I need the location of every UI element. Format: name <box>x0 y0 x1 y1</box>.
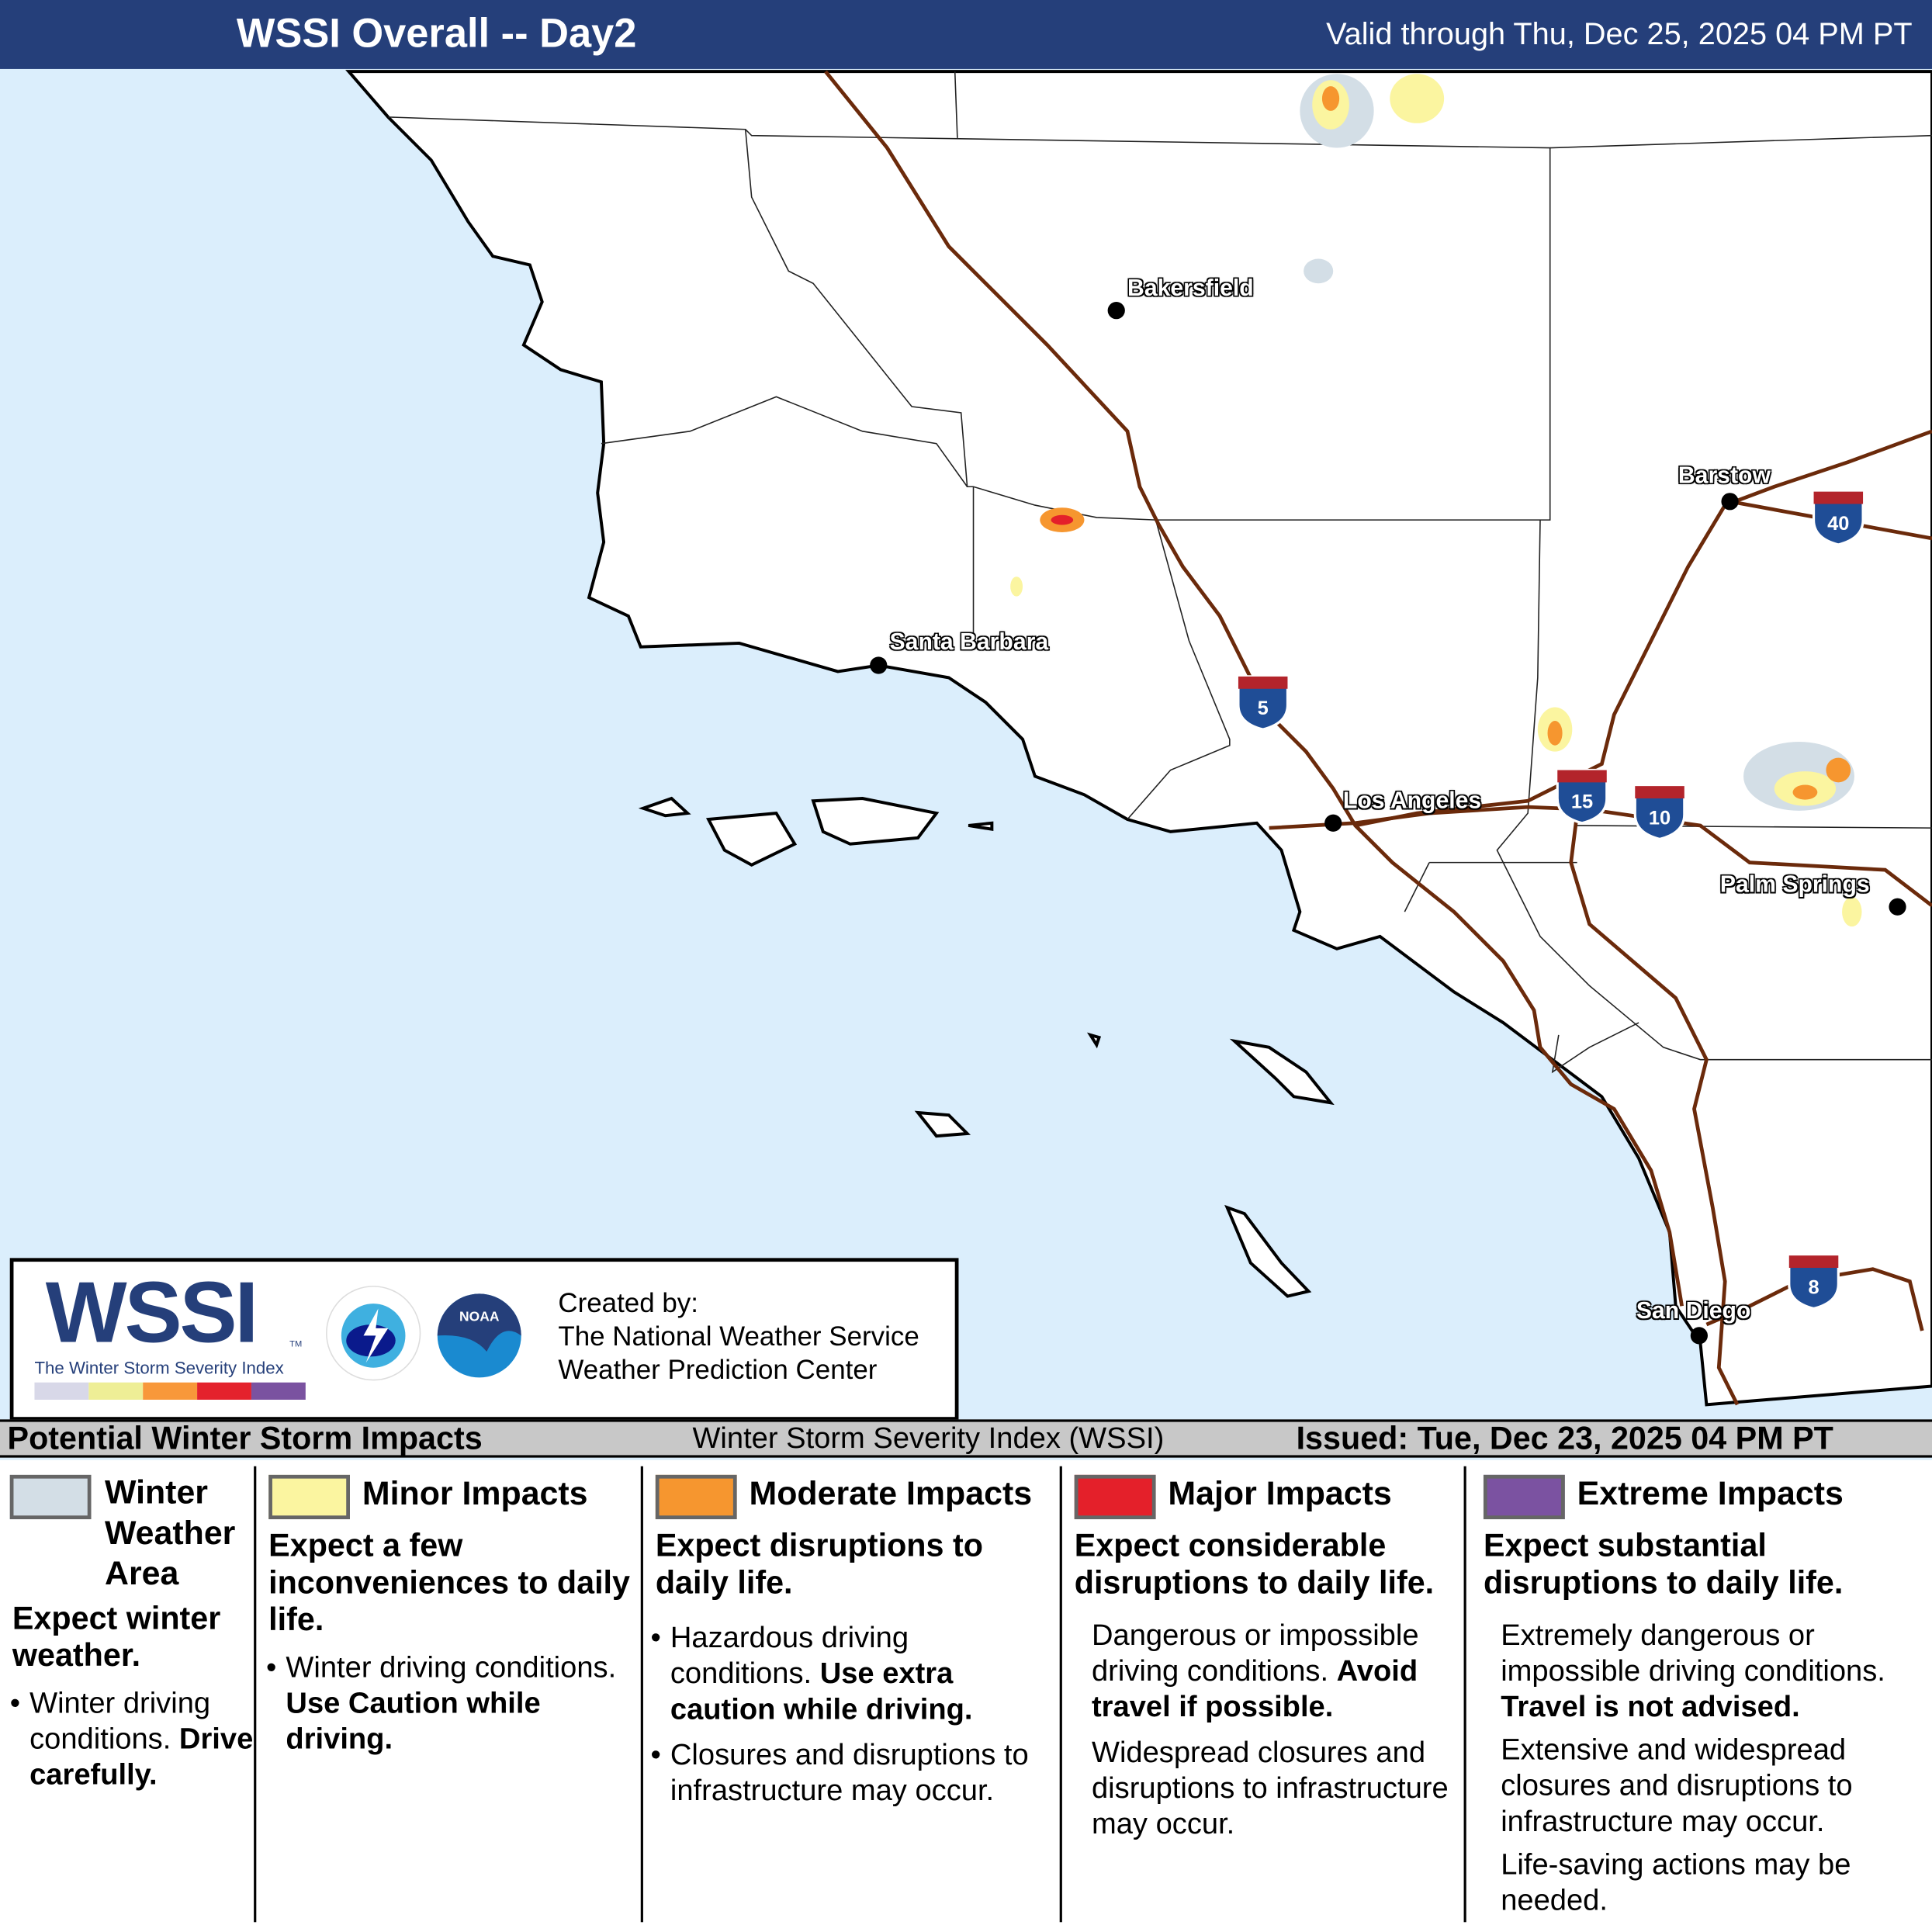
category-advice: Avoid travel if possible. <box>1091 1654 1418 1724</box>
shield-5: 5 <box>1258 698 1269 719</box>
shield-15: 15 <box>1571 791 1593 813</box>
category-detail: Extensive and widespread closures and di… <box>1501 1733 1853 1839</box>
impact-areas <box>1010 74 1862 927</box>
category-advice: Drive carefully. <box>29 1723 254 1792</box>
category-name: Extreme Impacts <box>1577 1474 1844 1512</box>
index-name: Winter Storm Severity Index (WSSI) <box>692 1421 1165 1456</box>
city-label: Bakersfield <box>1127 275 1254 303</box>
category-name: Minor Impacts <box>362 1474 588 1512</box>
credits-box: WSSI TM The Winter Storm Severity Index … <box>9 1258 959 1421</box>
wssi-subtitle: The Winter Storm Severity Index <box>34 1357 284 1378</box>
header-bar: WSSI Overall -- Day2 Valid through Thu, … <box>0 0 1932 69</box>
category-name: Moderate Impacts <box>749 1474 1033 1512</box>
legend-minor: Minor Impacts Expect a few inconvenience… <box>266 1470 639 1757</box>
category-summary: Expect winter weather. <box>12 1599 221 1674</box>
city-label: Barstow <box>1678 463 1771 490</box>
valid-time: Valid through Thu, Dec 25, 2025 04 PM PT <box>1326 17 1913 52</box>
city-label: San Diego <box>1636 1298 1751 1325</box>
legend-moderate: Moderate Impacts Expect disruptions to d… <box>650 1470 1057 1809</box>
credit-line: The National Weather Service <box>558 1321 919 1352</box>
interstate-shields: 5 40 15 10 8 <box>1237 490 1864 1311</box>
legend-header: Potential Winter Storm Impacts Winter St… <box>0 1419 1932 1458</box>
shield-10: 10 <box>1649 807 1671 829</box>
credit-text: Created by: The National Weather Service… <box>558 1286 919 1387</box>
category-summary: Expect substantial disruptions to daily … <box>1483 1526 1844 1601</box>
category-summary: Expect a few inconveniences to daily lif… <box>268 1526 630 1638</box>
wssi-color-scale <box>34 1382 306 1400</box>
credit-line: Created by: <box>558 1287 698 1319</box>
legend-winter-weather-area: Winter Weather Area Expect winter weathe… <box>9 1473 254 1792</box>
map: 5 40 15 10 8 <box>345 70 1932 1407</box>
nws-logo-icon <box>326 1286 421 1381</box>
category-detail: Winter driving conditions. <box>286 1650 617 1684</box>
trademark: TM <box>289 1340 303 1349</box>
shield-8: 8 <box>1808 1276 1819 1298</box>
category-detail: Life-saving actions may be needed. <box>1501 1848 1851 1917</box>
map-title: WSSI Overall -- Day2 <box>236 9 637 56</box>
category-name: Major Impacts <box>1168 1474 1392 1512</box>
category-summary: Expect disruptions to daily life. <box>655 1526 983 1601</box>
legend-extreme: Extreme Impacts Expect substantial disru… <box>1473 1470 1932 1918</box>
issued-time: Issued: Tue, Dec 23, 2025 04 PM PT <box>1296 1419 1833 1457</box>
county-lines <box>388 71 1932 1074</box>
legend-major: Major Impacts Expect considerable disrup… <box>1069 1470 1461 1842</box>
land <box>345 70 1932 1407</box>
city-label: Santa Barbara <box>889 629 1049 656</box>
category-detail: Closures and disruptions to infrastructu… <box>670 1738 1029 1808</box>
noaa-text: NOAA <box>459 1308 500 1324</box>
city-dots <box>870 302 1906 1345</box>
category-advice: Travel is not advised. <box>1501 1690 1800 1724</box>
impact-legend: Winter Weather Area Expect winter weathe… <box>0 1459 1932 1932</box>
city-label: Palm Springs <box>1719 872 1870 898</box>
category-summary: Expect considerable disruptions to daily… <box>1074 1526 1435 1601</box>
noaa-logo-icon: NOAA <box>430 1286 529 1385</box>
credit-line: Weather Prediction Center <box>558 1354 878 1385</box>
city-label: Los Angeles <box>1342 788 1482 815</box>
category-detail: Widespread closures and disruptions to i… <box>1091 1736 1449 1841</box>
category-advice: Use Caution while driving. <box>286 1686 541 1756</box>
category-detail: Extremely dangerous or impossible drivin… <box>1501 1619 1885 1688</box>
category-name: Weather <box>104 1514 236 1552</box>
shield-40: 40 <box>1827 513 1849 535</box>
category-advice: Use extra caution while driving. <box>670 1657 973 1726</box>
legend-title: Potential Winter Storm Impacts <box>7 1419 483 1457</box>
category-name: Area <box>104 1555 179 1592</box>
wssi-logo: WSSI <box>45 1264 259 1361</box>
category-name: Winter <box>104 1473 209 1511</box>
islands <box>638 796 1335 1298</box>
category-detail: Hazardous driving conditions. <box>670 1621 909 1691</box>
category-detail: Dangerous or impossible driving conditio… <box>1091 1619 1419 1688</box>
category-detail: Winter driving conditions. <box>29 1686 211 1756</box>
